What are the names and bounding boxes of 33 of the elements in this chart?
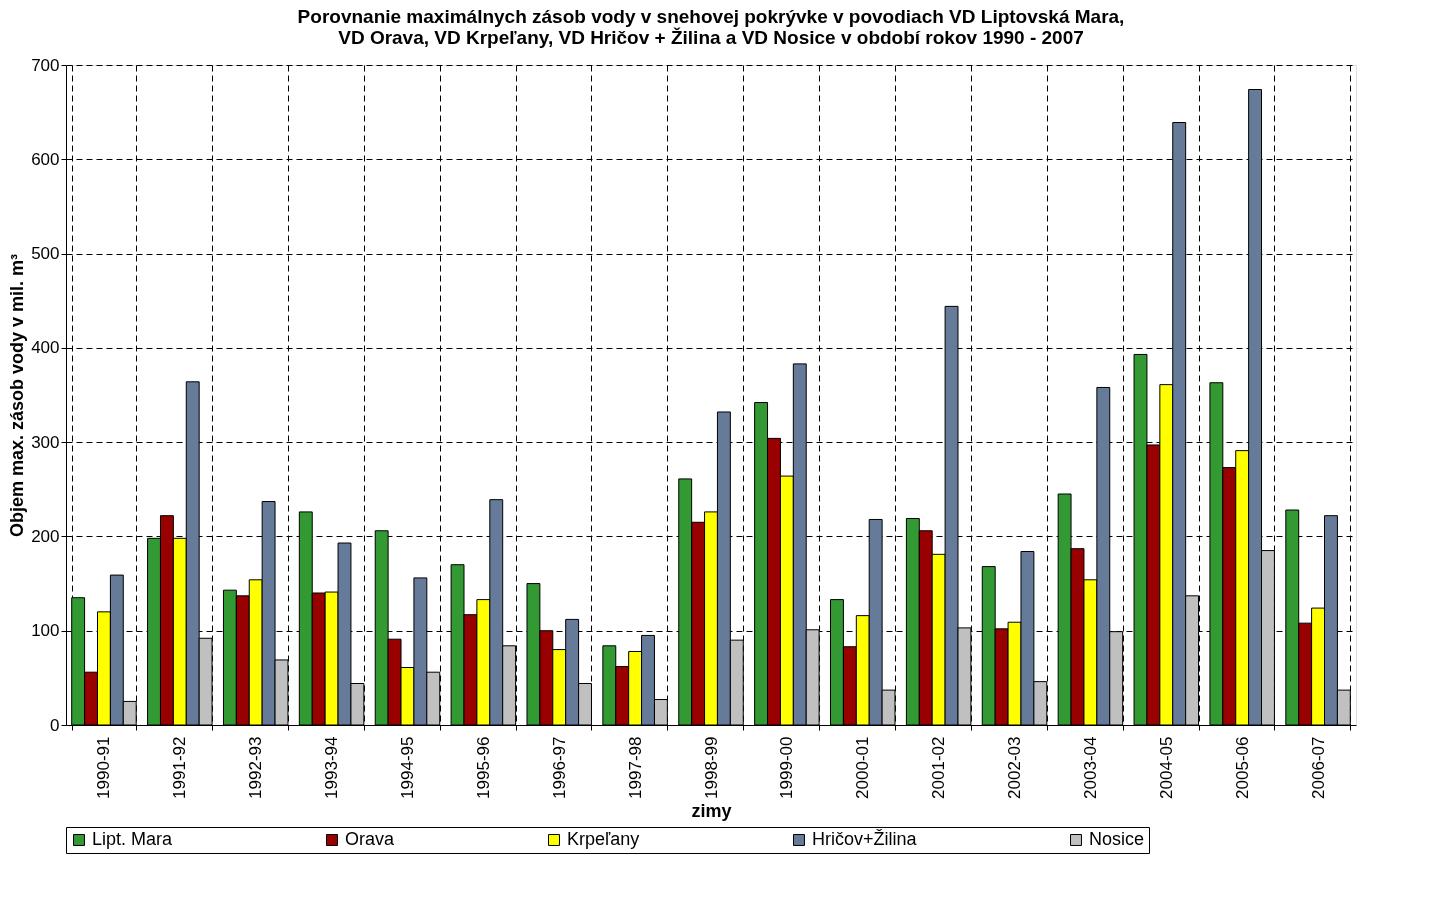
x-tick-label: 2006-07 <box>1308 736 1328 799</box>
x-tick-label: 2000-01 <box>853 736 873 799</box>
y-tick-label: 200 <box>31 526 60 546</box>
y-tick-label: 700 <box>31 55 60 75</box>
legend-label: Krpeľany <box>567 829 640 849</box>
x-tick-label: 2001-02 <box>929 736 949 799</box>
x-tick-label: 1993-94 <box>322 736 342 799</box>
x-tick-label: 2003-04 <box>1080 736 1100 799</box>
y-tick-label: 300 <box>31 432 60 452</box>
x-tick-label: 1999-00 <box>777 736 797 799</box>
y-tick-label: 100 <box>31 621 60 641</box>
x-tick-label: 1991-92 <box>170 736 190 799</box>
x-axis-title: zimy <box>691 800 732 821</box>
legend-label: Lipt. Mara <box>92 829 174 849</box>
legend-label: Nosice <box>1089 829 1145 849</box>
x-tick-label: 1995-96 <box>473 736 493 799</box>
x-tick-label: 1998-99 <box>701 736 721 799</box>
y-tick-label: 400 <box>31 338 60 358</box>
y-axis-title: Objem max. zásob vody v mil. m³ <box>7 253 28 538</box>
y-tick-label: 0 <box>50 715 60 735</box>
x-tick-label: 2002-03 <box>1005 736 1025 799</box>
x-tick-label: 1996-97 <box>549 736 569 799</box>
legend-label: Hričov+Žilina <box>812 829 918 849</box>
chart-title: Porovnanie maximálnych zásob vody v snehovej pokrývke v povodiach VD Liptovská Mara, VD Orava, VD Krpeľany, VD Hričov + Žilina a VD Nosice v období rokov 1990 - 2007 <box>297 6 1125 48</box>
legend-label: Orava <box>345 829 396 849</box>
x-tick-label: 2005-06 <box>1232 736 1252 799</box>
x-tick-label: 1992-93 <box>246 736 266 799</box>
y-tick-label: 500 <box>31 244 60 264</box>
x-tick-label: 2004-05 <box>1156 736 1176 799</box>
y-tick-label: 600 <box>31 149 60 169</box>
x-tick-label: 1994-95 <box>397 736 417 799</box>
x-tick-label: 1990-91 <box>94 736 114 799</box>
x-tick-label: 1997-98 <box>625 736 645 799</box>
